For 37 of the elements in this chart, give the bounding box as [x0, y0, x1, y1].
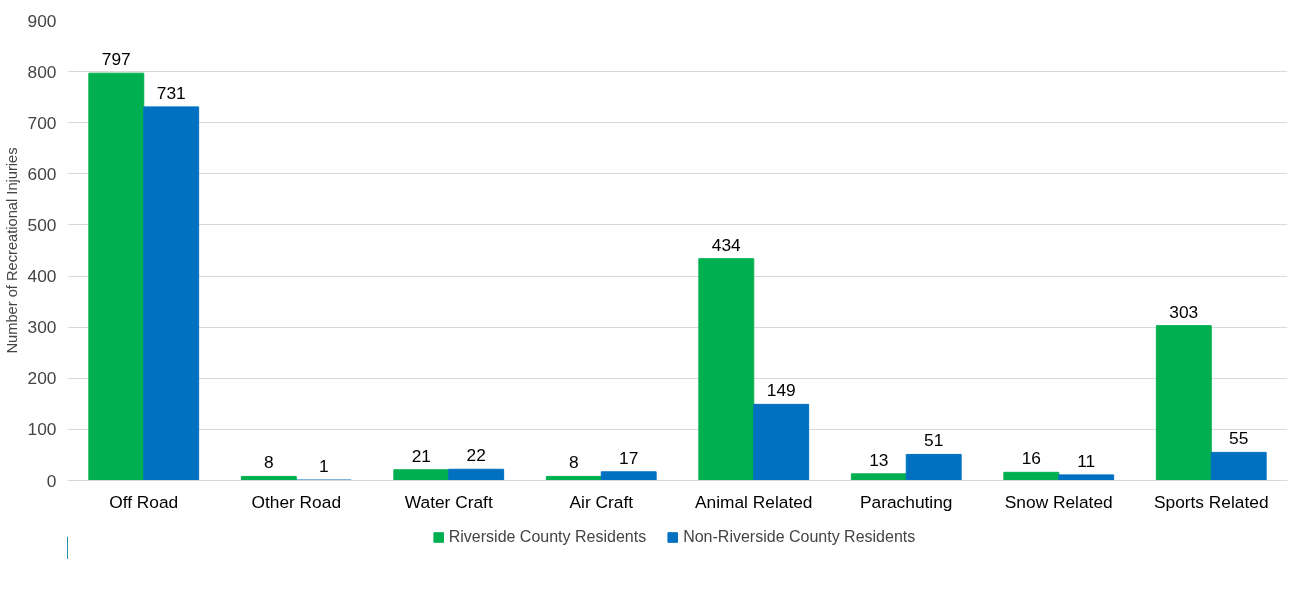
x-tick-label: Off Road	[109, 491, 179, 512]
data-label: 8	[263, 452, 274, 473]
x-tick-label: Other Road	[251, 491, 342, 512]
x-tick-label: Snow Related	[1004, 491, 1113, 512]
data-label: 22	[466, 445, 486, 466]
y-tick-label: 100	[27, 419, 57, 440]
x-tick-label: Parachuting	[860, 491, 953, 512]
x-tick-label: Animal Related	[695, 491, 813, 512]
data-label: 21	[411, 445, 431, 466]
legend-label: Non-Riverside County Residents	[683, 527, 916, 546]
y-tick-label: 200	[27, 368, 57, 389]
y-tick-label: 300	[27, 317, 57, 338]
y-tick-label: 500	[27, 214, 57, 235]
x-tick-label: Sports Related	[1153, 491, 1269, 512]
data-label: 17	[619, 447, 639, 468]
data-label: 303	[1169, 301, 1199, 322]
legend-label: Riverside County Residents	[448, 527, 647, 546]
y-tick-label: 0	[46, 470, 57, 491]
data-label: 8	[568, 452, 579, 473]
y-axis-title: Number of Recreational Injuries	[3, 147, 20, 354]
x-tick-label: Air Craft	[569, 491, 634, 512]
data-label: 11	[1077, 450, 1096, 471]
data-label: 13	[869, 449, 889, 470]
data-label: 16	[1021, 448, 1041, 469]
y-tick-label: 400	[27, 266, 57, 287]
data-label: 434	[711, 234, 742, 255]
data-label: 797	[101, 49, 131, 70]
data-label: 149	[766, 380, 796, 401]
data-label: 1	[318, 455, 329, 476]
data-label: 731	[156, 82, 186, 103]
y-tick-label: 900	[27, 10, 57, 31]
data-label: 55	[1229, 428, 1249, 449]
y-tick-label: 800	[27, 61, 57, 82]
y-tick-label: 600	[27, 163, 57, 184]
x-tick-label: Water Craft	[404, 491, 493, 512]
y-tick-label: 700	[27, 112, 57, 133]
data-label: 51	[924, 430, 944, 451]
